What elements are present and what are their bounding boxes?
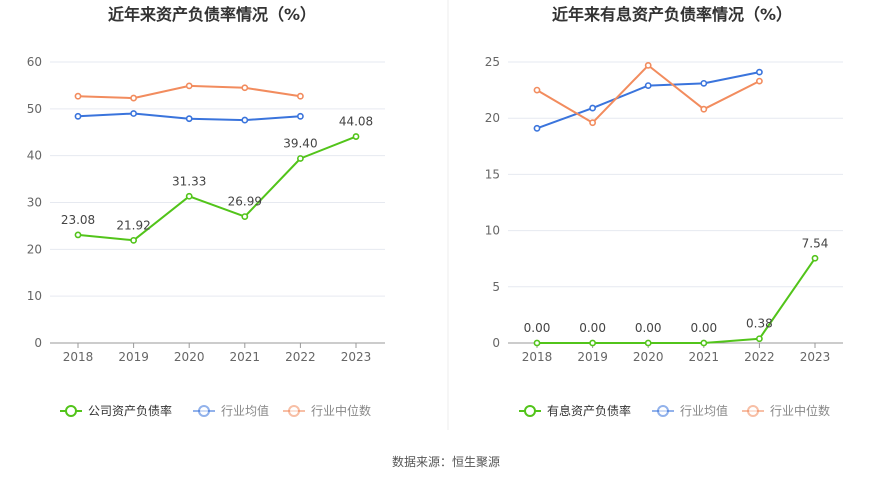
data-point	[644, 61, 652, 69]
legend-item-1: 有息资产负债率	[519, 403, 631, 418]
x-tick-label: 2020	[174, 350, 205, 364]
chart-panel-2: 近年来有息资产负债率情况（%） 0 5 10 15 20 25 2018 2019 2020 202…	[485, 5, 843, 418]
data-point	[756, 68, 763, 76]
data-point	[700, 339, 708, 347]
data-point	[533, 339, 541, 347]
data-label: 39.40	[283, 136, 317, 150]
legend-marker	[524, 405, 536, 417]
chart-title: 近年来资产负债率情况（%）	[108, 5, 316, 24]
series-line-1	[537, 257, 816, 344]
data-label: 0.00	[579, 321, 606, 335]
data-label: 0.38	[746, 317, 773, 331]
data-point	[296, 92, 304, 100]
data-point	[756, 77, 763, 85]
data-point	[644, 82, 652, 90]
data-point	[589, 119, 596, 127]
y-tick-label: 10	[485, 224, 500, 238]
data-point	[589, 104, 596, 112]
x-tick-label: 2018	[63, 350, 94, 364]
data-point	[644, 339, 652, 347]
y-tick-label: 0	[34, 336, 42, 350]
x-tick-label: 2022	[744, 350, 775, 364]
x-tick-label: 2019	[577, 350, 608, 364]
x-tick-label: 2019	[118, 350, 149, 364]
data-point	[700, 79, 708, 87]
data-point	[74, 231, 82, 239]
legend-marker	[747, 405, 759, 417]
x-tick-label: 2021	[230, 350, 261, 364]
x-tick-label: 2023	[341, 350, 372, 364]
data-label: 21.92	[116, 218, 150, 232]
data-point	[352, 133, 360, 140]
data-point	[241, 84, 249, 92]
data-point	[241, 213, 249, 220]
y-tick-label: 5	[492, 280, 500, 294]
data-label: 7.54	[802, 236, 829, 250]
y-tick-label: 0	[492, 336, 500, 350]
data-point	[130, 110, 137, 117]
data-point	[533, 86, 541, 94]
y-tick-label: 60	[27, 55, 42, 69]
data-point	[296, 112, 304, 120]
legend-label: 行业中位数	[770, 403, 830, 418]
data-point	[130, 94, 137, 102]
series-line-3	[536, 64, 760, 124]
data-point	[533, 124, 541, 132]
data-point	[185, 192, 193, 200]
y-tick-label: 15	[485, 167, 500, 181]
legend-label: 公司资产负债率	[88, 403, 172, 418]
data-label: 44.08	[339, 115, 373, 129]
data-point	[241, 116, 249, 124]
series-line-2	[536, 71, 760, 130]
data-point	[811, 254, 819, 262]
legend-item-2: 行业均值	[652, 403, 728, 418]
y-tick-label: 30	[27, 196, 42, 210]
y-tick-label: 20	[485, 111, 500, 125]
x-tick-label: 2018	[522, 350, 553, 364]
y-tick-label: 10	[27, 289, 42, 303]
data-point	[185, 82, 193, 90]
legend-marker	[657, 405, 669, 417]
data-label: 23.08	[61, 213, 95, 227]
legend-marker	[288, 405, 300, 417]
data-source-note: 数据来源：恒生聚源	[392, 454, 500, 469]
y-tick-label: 40	[27, 149, 42, 163]
data-point	[74, 112, 82, 120]
data-point	[296, 155, 304, 162]
data-label: 0.00	[524, 321, 551, 335]
legend-marker	[65, 405, 77, 417]
data-label: 26.99	[228, 195, 262, 209]
chart-title: 近年来有息资产负债率情况（%）	[552, 5, 792, 24]
data-label: 0.00	[690, 321, 717, 335]
legend-item-3: 行业中位数	[283, 403, 371, 418]
y-tick-label: 25	[485, 55, 500, 69]
data-point	[756, 335, 763, 343]
legend-label: 有息资产负债率	[547, 403, 631, 418]
data-label: 31.33	[172, 174, 206, 188]
x-tick-label: 2021	[689, 350, 720, 364]
legend-item-3: 行业中位数	[742, 403, 830, 418]
y-tick-label: 50	[27, 102, 42, 116]
data-label: 0.00	[635, 321, 662, 335]
x-tick-label: 2023	[800, 350, 831, 364]
y-tick-label: 20	[27, 242, 42, 256]
legend-label: 行业均值	[680, 403, 728, 418]
legend-label: 行业均值	[221, 403, 269, 418]
legend-label: 行业中位数	[311, 403, 371, 418]
x-tick-label: 2020	[633, 350, 664, 364]
data-point	[700, 105, 708, 113]
chart-panel-1: 近年来资产负债率情况（%） 0 10 20 30 40 50 60 2018 2019 2020 20…	[27, 5, 385, 418]
legend-item-2: 行业均值	[193, 403, 269, 418]
series-line-1	[77, 135, 357, 242]
data-point	[185, 115, 193, 123]
data-point	[589, 339, 596, 347]
data-point	[130, 236, 137, 244]
data-point	[74, 92, 82, 100]
legend-item-1: 公司资产负债率	[60, 403, 172, 418]
x-tick-label: 2022	[285, 350, 316, 364]
legend-marker	[198, 405, 210, 417]
